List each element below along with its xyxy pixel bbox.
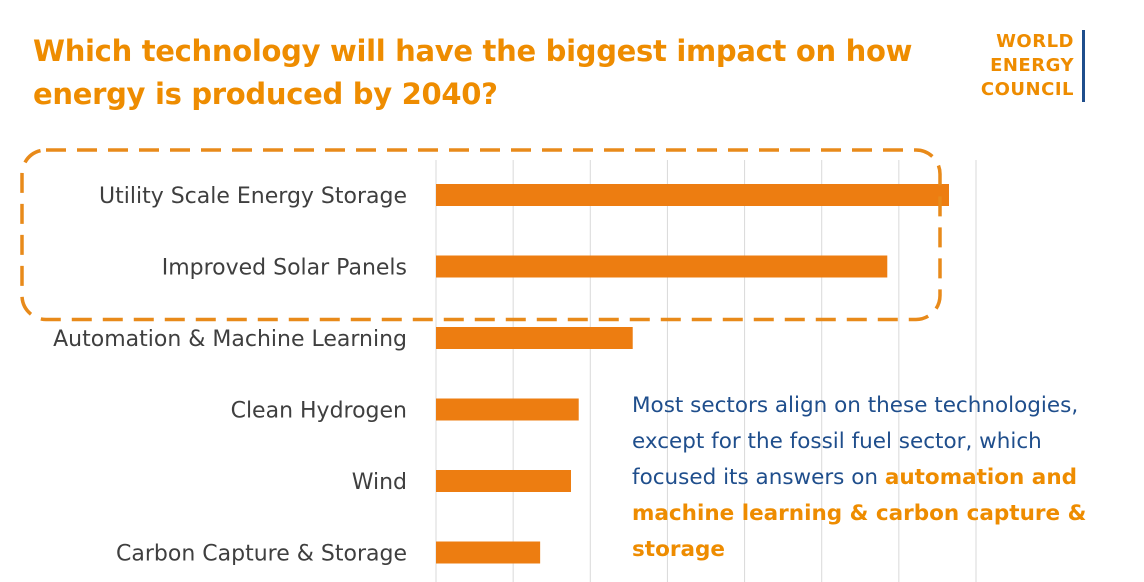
category-label-2: Automation & Machine Learning xyxy=(53,327,407,352)
category-label-5: Carbon Capture & Storage xyxy=(116,542,407,567)
bar-4 xyxy=(436,470,571,492)
category-label-4: Wind xyxy=(352,470,407,495)
logo-line-2: ENERGY xyxy=(990,55,1074,76)
annotation-plain: Most sectors align on these technologies… xyxy=(632,393,1079,490)
category-label-1: Improved Solar Panels xyxy=(162,256,407,281)
bar-3 xyxy=(436,398,579,421)
annotation-highlight: automation and machine learning & carbon… xyxy=(632,465,1087,562)
world-energy-council-logo: WORLD ENERGY COUNCIL xyxy=(960,30,1085,102)
bar-1 xyxy=(436,255,888,278)
logo-line-3: COUNCIL xyxy=(980,79,1074,100)
annotation-text: Most sectors align on these technologies… xyxy=(632,388,1132,568)
highlight-box xyxy=(20,148,942,322)
category-label-0: Utility Scale Energy Storage xyxy=(99,184,407,209)
bar-0 xyxy=(436,184,949,206)
bar-5 xyxy=(436,541,541,564)
bar-2 xyxy=(436,327,633,349)
category-label-3: Clean Hydrogen xyxy=(231,399,407,424)
chart-title: Which technology will have the biggest i… xyxy=(33,34,913,111)
logo-line-1: WORLD xyxy=(996,31,1074,52)
